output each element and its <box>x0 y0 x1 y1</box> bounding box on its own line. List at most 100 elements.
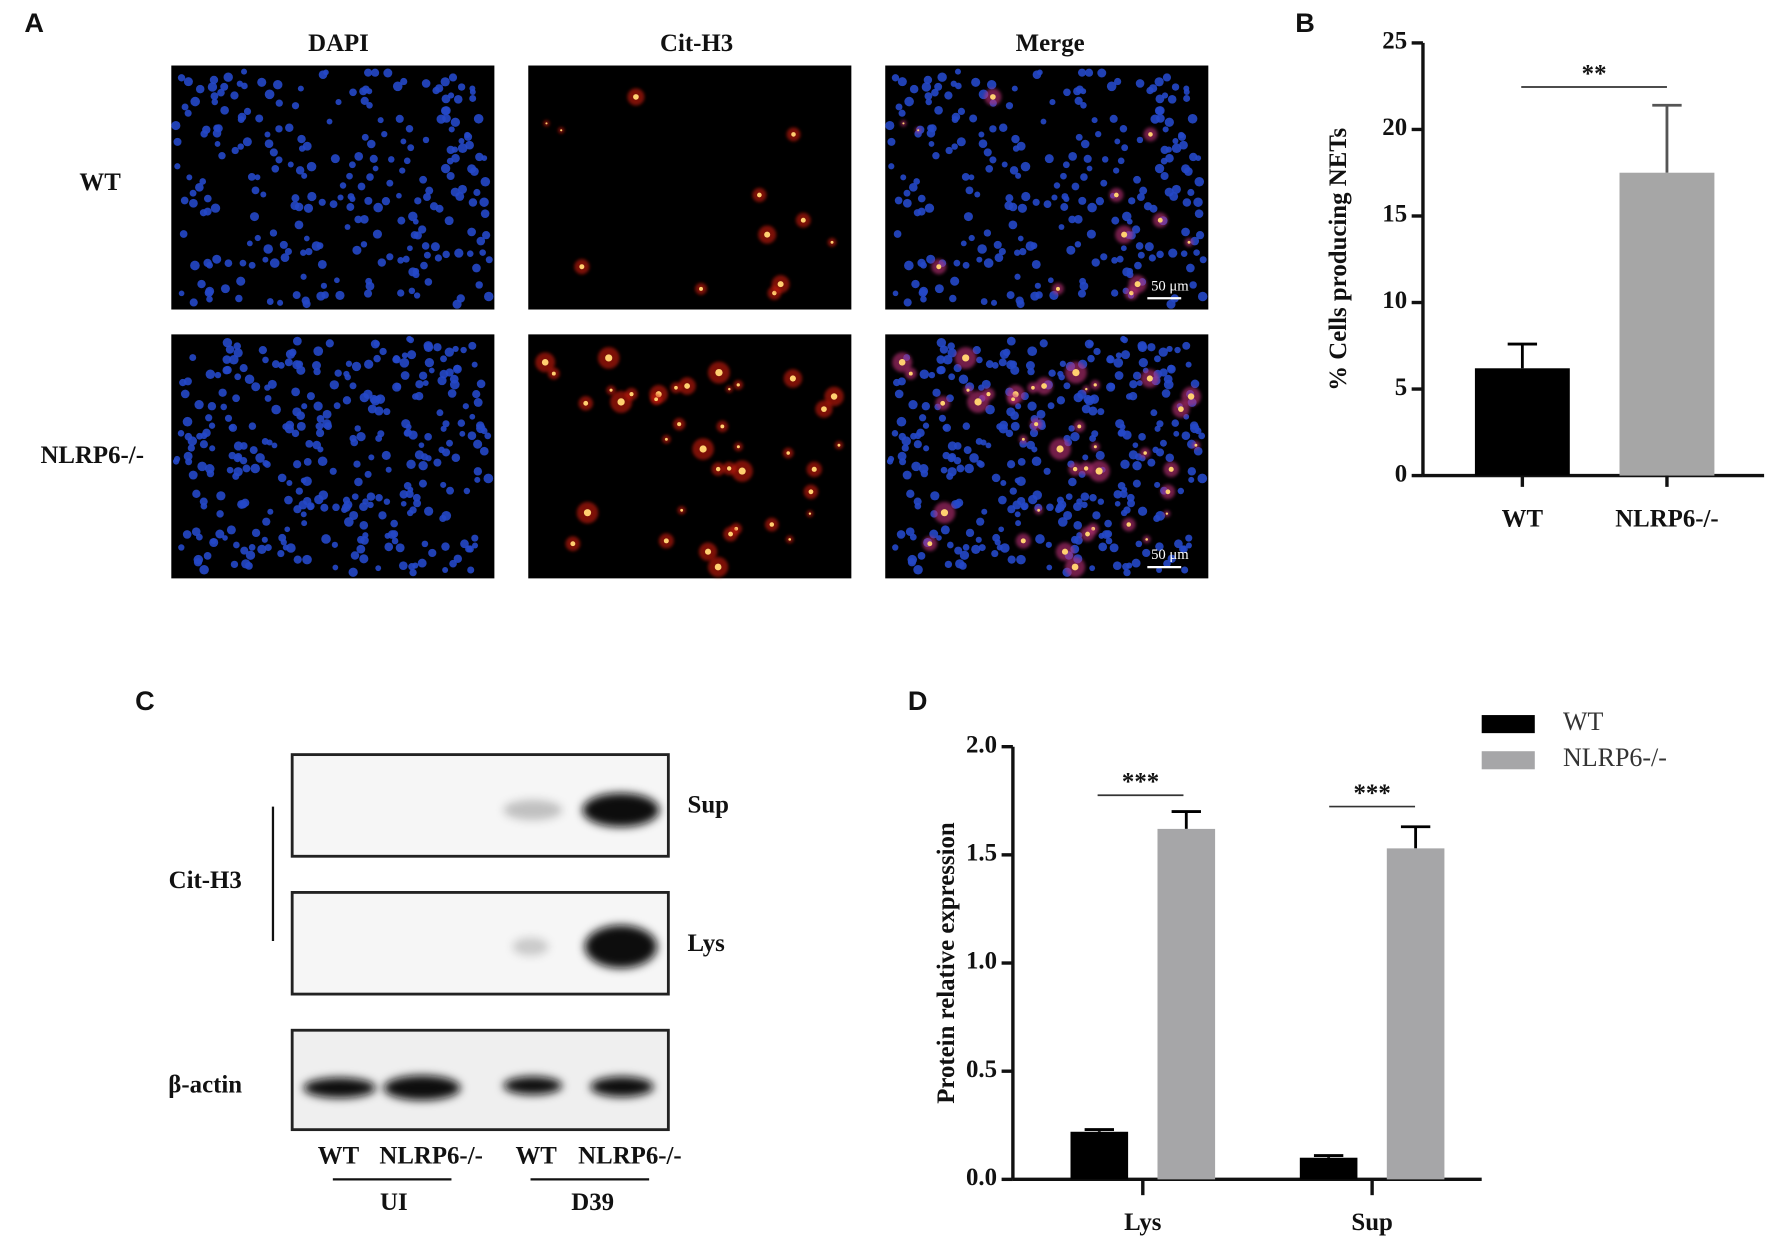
nucleus <box>269 148 278 157</box>
nucleus <box>909 533 917 541</box>
nucleus <box>374 406 384 416</box>
nucleus <box>459 430 466 437</box>
nucleus <box>323 69 329 76</box>
nucleus <box>891 430 899 437</box>
nucleus <box>1146 86 1154 95</box>
nucleus <box>1115 352 1122 359</box>
nucleus <box>465 545 473 553</box>
nucleus <box>216 510 224 518</box>
nucleus <box>400 138 407 145</box>
nucleus <box>1155 542 1164 551</box>
net-core <box>1085 387 1088 391</box>
nucleus <box>916 428 925 438</box>
nucleus <box>458 138 465 144</box>
nucleus <box>1091 117 1098 124</box>
nucleus <box>179 230 188 238</box>
nucleus <box>297 134 306 144</box>
nucleus <box>233 441 243 451</box>
nucleus <box>442 250 450 259</box>
nucleus <box>267 508 274 515</box>
nucleus <box>1121 144 1129 152</box>
nucleus <box>446 486 454 495</box>
lane-label: WT <box>318 1143 360 1170</box>
lane-label: NLRP6-/- <box>578 1143 682 1170</box>
nucleus <box>222 355 232 364</box>
nucleus <box>904 260 914 271</box>
nucleus <box>1106 81 1117 92</box>
nucleus <box>241 82 248 90</box>
nucleus <box>925 98 933 106</box>
legend-swatch <box>1481 751 1535 770</box>
nucleus <box>932 388 941 397</box>
nucleus <box>315 422 324 431</box>
nucleus <box>1048 369 1056 377</box>
nucleus <box>180 196 189 205</box>
nucleus <box>1106 356 1114 364</box>
nucleus <box>1063 510 1073 520</box>
nucleus <box>262 459 269 467</box>
nucleus <box>457 83 466 91</box>
nucleus <box>928 124 937 133</box>
column-title: DAPI <box>308 30 369 57</box>
nucleus <box>1122 211 1132 222</box>
nucleus <box>991 549 999 558</box>
nucleus <box>262 256 269 263</box>
nucleus <box>467 227 476 237</box>
nucleus <box>1091 258 1100 267</box>
nucleus <box>929 529 939 539</box>
net-core <box>715 466 721 472</box>
net-core <box>541 359 549 366</box>
nucleus <box>1189 152 1198 162</box>
nucleus <box>954 68 961 75</box>
nucleus <box>214 141 221 147</box>
nucleus <box>214 124 223 133</box>
micrograph: 50 μm <box>885 334 1209 579</box>
nucleus <box>379 347 387 356</box>
nucleus <box>906 489 915 498</box>
net-core <box>1034 422 1039 427</box>
nucleus <box>226 466 234 474</box>
nucleus <box>942 354 953 365</box>
x-tick-label: Sup <box>1351 1209 1392 1236</box>
net-core <box>1077 424 1082 429</box>
nucleus <box>1089 565 1096 572</box>
nucleus <box>1083 154 1092 163</box>
nucleus <box>1181 431 1191 441</box>
net-core <box>699 286 703 291</box>
nucleus <box>472 390 481 399</box>
nucleus <box>408 287 416 295</box>
band <box>582 793 660 827</box>
nucleus <box>897 451 907 461</box>
nucleus <box>335 290 345 301</box>
nucleus <box>230 91 239 100</box>
nucleus <box>971 544 981 555</box>
nucleus <box>983 229 992 237</box>
nucleus <box>1093 347 1101 356</box>
row-label: WT <box>79 169 121 196</box>
nucleus <box>940 466 948 474</box>
nucleus <box>1120 459 1130 469</box>
nucleus <box>1194 209 1204 218</box>
net-core <box>1134 281 1141 288</box>
nucleus <box>1001 161 1008 168</box>
nucleus <box>349 88 357 97</box>
nucleus <box>192 489 201 498</box>
nucleus <box>1077 289 1087 298</box>
nucleus <box>1034 282 1041 289</box>
y-tick-label: 15 <box>1382 201 1407 228</box>
nucleus <box>422 136 430 144</box>
nucleus <box>305 248 313 256</box>
nucleus <box>183 377 192 386</box>
nucleus <box>1154 77 1164 87</box>
nucleus <box>1165 453 1175 463</box>
nucleus <box>280 539 287 546</box>
nucleus <box>1167 554 1176 563</box>
nucleus <box>305 440 314 448</box>
nucleus <box>365 277 373 285</box>
nucleus <box>406 459 416 469</box>
nucleus <box>913 209 922 217</box>
nucleus <box>947 541 954 549</box>
net-core <box>962 354 970 362</box>
nucleus <box>1061 193 1069 200</box>
nucleus <box>892 290 899 297</box>
